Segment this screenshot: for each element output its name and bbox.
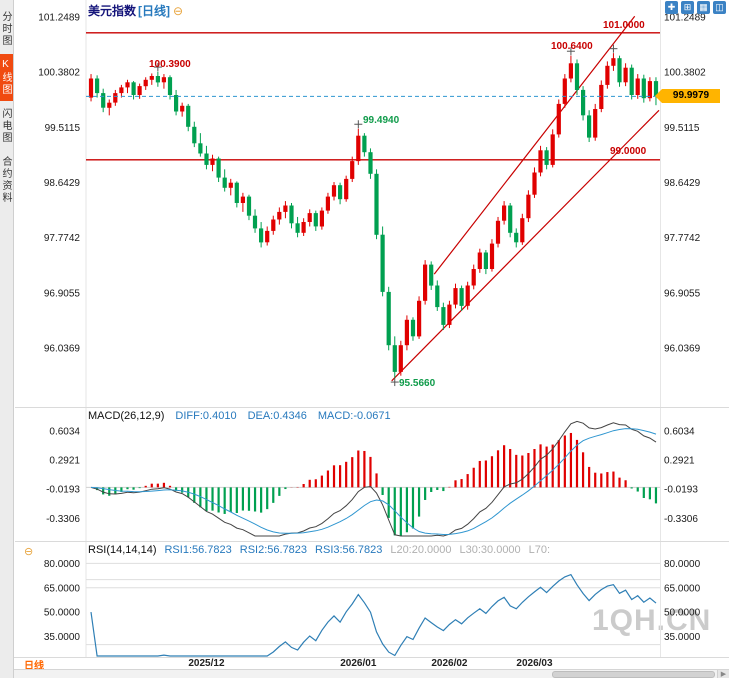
- chart-title-bar: 美元指数 [日线] ⊖: [88, 2, 183, 19]
- macd-dea-value: DEA:0.4346: [247, 410, 307, 422]
- rsi1-value: RSI1:56.7823: [164, 544, 232, 556]
- svg-text:-0.0193: -0.0193: [664, 485, 698, 496]
- sidebar-tab-time-chart[interactable]: 分时图: [0, 11, 11, 47]
- split-window-icon[interactable]: ⊞: [681, 1, 694, 14]
- svg-text:0.2921: 0.2921: [49, 456, 80, 467]
- svg-text:65.0000: 65.0000: [664, 583, 701, 594]
- svg-text:35.0000: 35.0000: [44, 632, 81, 643]
- sidebar-tab-contract-info[interactable]: 合约资料: [0, 156, 11, 204]
- resistance-line-label: 101.0000: [603, 20, 645, 31]
- current-price-tag: 99.9979: [662, 89, 720, 103]
- bottom-period-label[interactable]: 日线: [24, 661, 44, 672]
- rsi-l70-value: L70:: [528, 544, 551, 556]
- window-toolbar: ✚ ⊞ ▦ ◫: [665, 1, 726, 14]
- svg-text:0.2921: 0.2921: [664, 456, 695, 467]
- scroll-right-icon[interactable]: ▶: [717, 670, 729, 678]
- svg-text:101.2489: 101.2489: [38, 12, 80, 23]
- rsi-l30-value: L30:30.0000: [459, 544, 521, 556]
- svg-text:100.3802: 100.3802: [38, 68, 80, 79]
- collapse-rsi-icon[interactable]: ⊖: [24, 546, 34, 558]
- collapse-main-icon[interactable]: ⊖: [173, 4, 184, 18]
- macd-diff-value: DIFF:0.4010: [175, 410, 237, 422]
- svg-text:80.0000: 80.0000: [44, 559, 81, 570]
- svg-text:96.0369: 96.0369: [664, 343, 701, 354]
- svg-text:96.9055: 96.9055: [44, 288, 81, 299]
- symbol-title: 美元指数: [88, 4, 137, 18]
- svg-text:96.0369: 96.0369: [44, 343, 81, 354]
- tile-layout-icon[interactable]: ◫: [713, 1, 726, 14]
- svg-text:2026/03: 2026/03: [516, 658, 553, 669]
- price-tag-arrow: [655, 89, 662, 103]
- rsi2-value: RSI2:56.7823: [239, 544, 308, 556]
- svg-text:99.5115: 99.5115: [664, 123, 700, 134]
- sidebar: 分时图 K线图 闪电图 合约资料: [0, 0, 14, 678]
- svg-text:2026/01: 2026/01: [340, 658, 377, 669]
- svg-text:99.5115: 99.5115: [45, 123, 81, 134]
- svg-text:98.6429: 98.6429: [664, 178, 701, 189]
- rsi3-value: RSI3:56.7823: [315, 544, 383, 556]
- support-line-label: 99.0000: [610, 146, 647, 157]
- sidebar-tab-kline-chart[interactable]: K线图: [0, 54, 13, 101]
- macd-header: MACD(26,12,9) DIFF:0.4010 DEA:0.4346 MAC…: [88, 410, 391, 422]
- svg-text:0.6034: 0.6034: [664, 426, 695, 437]
- sidebar-tab-tick-chart[interactable]: 闪电图: [0, 108, 11, 144]
- rsi-l20-value: L20:20.0000: [390, 544, 452, 556]
- svg-text:96.9055: 96.9055: [664, 288, 701, 299]
- svg-text:97.7742: 97.7742: [44, 233, 81, 244]
- svg-text:97.7742: 97.7742: [664, 233, 701, 244]
- scrollbar-thumb[interactable]: [552, 671, 715, 678]
- swing-low-label: 95.5660: [399, 378, 436, 389]
- svg-text:0.6034: 0.6034: [49, 426, 80, 437]
- grid-layout-icon[interactable]: ▦: [697, 1, 710, 14]
- svg-text:101.2489: 101.2489: [664, 12, 706, 23]
- swing-high-label-1: 100.3900: [149, 59, 191, 70]
- svg-text:100.3802: 100.3802: [664, 68, 706, 79]
- swing-high-label-3: 100.6400: [551, 41, 593, 52]
- svg-text:2025/12: 2025/12: [188, 658, 225, 669]
- svg-text:50.0000: 50.0000: [44, 608, 81, 619]
- svg-text:80.0000: 80.0000: [664, 559, 701, 570]
- svg-text:2026/02: 2026/02: [431, 658, 468, 669]
- swing-high-label-2: 99.4940: [363, 115, 400, 126]
- period-badge: [日线]: [138, 4, 171, 18]
- watermark: 1QH.CN: [592, 604, 712, 637]
- svg-text:65.0000: 65.0000: [44, 583, 81, 594]
- pin-window-icon[interactable]: ✚: [665, 1, 678, 14]
- rsi-header: RSI(14,14,14) RSI1:56.7823 RSI2:56.7823 …: [88, 544, 550, 556]
- svg-text:-0.3306: -0.3306: [664, 514, 698, 525]
- svg-text:-0.0193: -0.0193: [46, 485, 80, 496]
- svg-text:-0.3306: -0.3306: [46, 514, 80, 525]
- horizontal-scrollbar[interactable]: ◀ ▶: [0, 669, 729, 678]
- macd-hist-value: MACD:-0.0671: [317, 410, 391, 422]
- rsi-name: RSI(14,14,14): [88, 544, 157, 556]
- macd-name: MACD(26,12,9): [88, 410, 165, 422]
- svg-text:98.6429: 98.6429: [44, 178, 81, 189]
